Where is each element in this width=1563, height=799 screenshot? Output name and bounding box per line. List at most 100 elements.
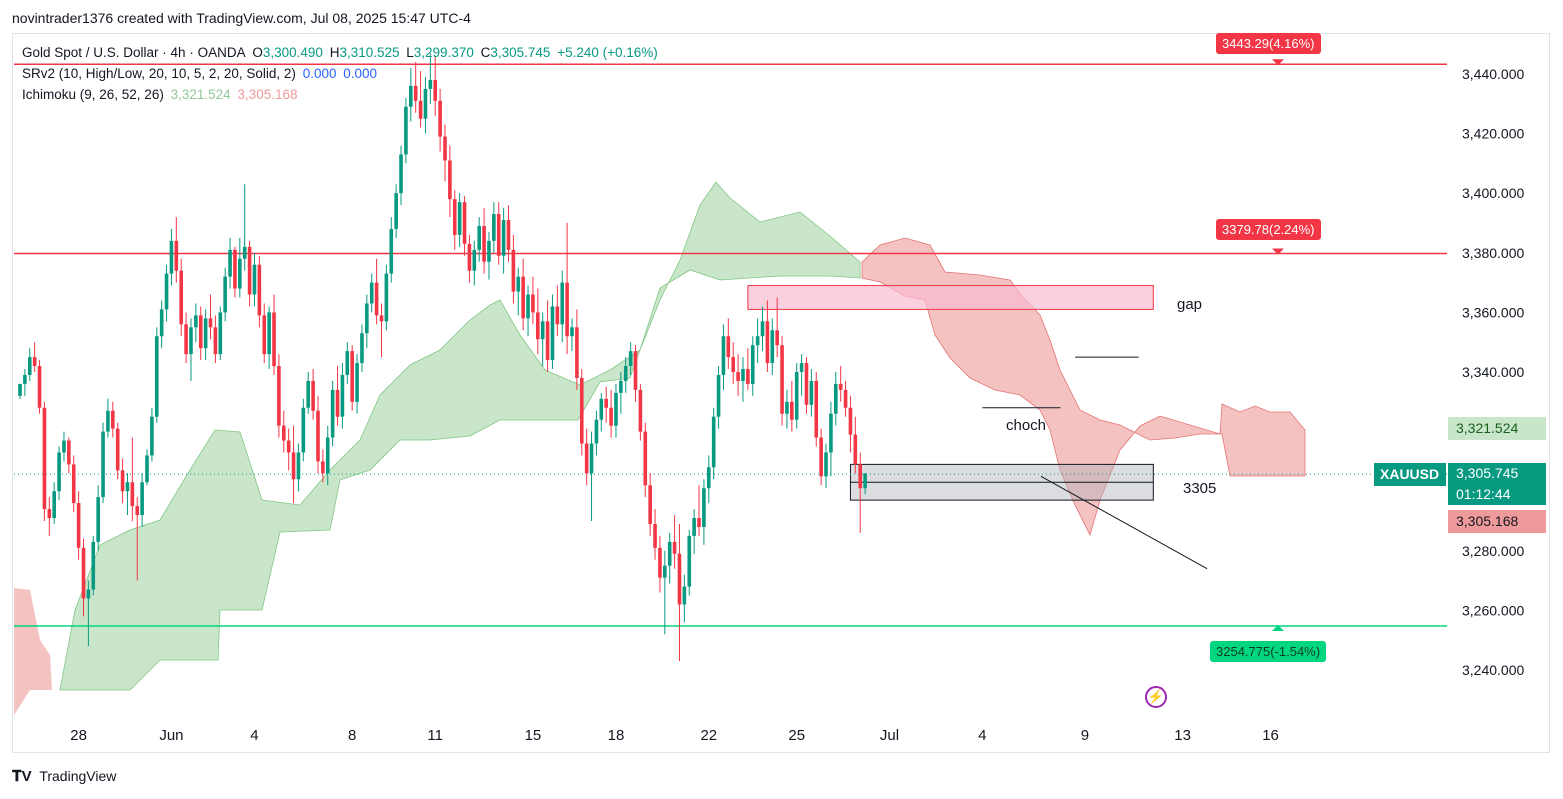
candle-body	[76, 503, 81, 548]
candle-body	[755, 336, 760, 346]
candle-body	[374, 282, 379, 316]
price-axis-label: 3,360.000	[1462, 304, 1524, 320]
candle-body	[619, 380, 623, 393]
candle-body	[658, 547, 662, 578]
lightning-icon[interactable]: ⚡	[1145, 686, 1167, 708]
candle-body	[272, 312, 276, 367]
candle-body	[716, 374, 721, 417]
candle-body	[614, 392, 618, 426]
candle-body	[511, 249, 516, 292]
candle-body	[628, 351, 633, 367]
ichimoku-value-1: 3,321.524	[170, 87, 231, 102]
price-axis-label: 3,440.000	[1462, 66, 1524, 82]
last-price-label: 3,305.745	[1448, 463, 1546, 484]
candle-body	[125, 482, 130, 492]
candle-body	[81, 547, 86, 599]
candle-body	[96, 497, 100, 542]
candle-body	[599, 398, 604, 420]
candle-body	[18, 383, 22, 396]
time-axis-label: 9	[1081, 727, 1089, 744]
price-axis-label: 3,240.000	[1462, 662, 1524, 678]
candle-body	[443, 136, 447, 161]
srv2-legend[interactable]: SRv2 (10, High/Low, 20, 10, 5, 2, 20, So…	[22, 66, 380, 81]
candle-body	[706, 467, 711, 489]
high-value: 3,310.525	[339, 45, 400, 60]
candle-body	[550, 306, 555, 361]
gap-annotation[interactable]: gap	[1177, 296, 1203, 313]
candle-body	[91, 541, 96, 590]
srv2-label: SRv2 (10, High/Low, 20, 10, 5, 2, 20, So…	[22, 66, 296, 81]
candle-body	[321, 461, 325, 474]
choch-annotation[interactable]: choch	[1006, 417, 1047, 434]
drawn-lines	[982, 356, 1208, 570]
candle-body	[164, 273, 169, 310]
candle-body	[711, 416, 716, 468]
candle-body	[335, 389, 340, 417]
candle-body	[496, 214, 501, 256]
candle-body	[57, 452, 61, 492]
zone-annotation[interactable]: 3305	[1183, 480, 1217, 497]
candle-body	[423, 88, 428, 119]
price-axis-label: 3,280.000	[1462, 543, 1524, 559]
time-axis-label: 28	[70, 727, 87, 744]
candle-body	[506, 220, 511, 250]
candle-body	[697, 518, 701, 527]
candle-body	[736, 372, 740, 381]
price-axis-label: 3,340.000	[1462, 364, 1524, 380]
tradingview-footer[interactable]: 𝐓V TradingView	[12, 768, 116, 785]
ichimoku-bear-cloud-left	[14, 588, 52, 715]
ichimoku-bull-cloud	[59, 181, 861, 691]
time-axis-label: 8	[348, 727, 356, 744]
candle-body	[384, 273, 389, 322]
change-value: +5.240 (+0.16%)	[557, 45, 658, 60]
candle-body	[575, 327, 579, 378]
candle-body	[633, 351, 638, 390]
ichimoku-legend[interactable]: Ichimoku (9, 26, 52, 26) 3,321.524 3,305…	[22, 87, 300, 102]
level-badge-low[interactable]: 3254.775(-1.54%)	[1210, 641, 1327, 662]
candle-body	[692, 518, 696, 536]
symbol-name: Gold Spot / U.S. Dollar · 4h · OANDA	[22, 45, 246, 60]
candle-body	[457, 202, 462, 235]
candle-body	[472, 249, 477, 271]
candle-body	[741, 369, 745, 381]
candle-body	[154, 336, 159, 417]
candle-body	[824, 452, 828, 477]
candle-body	[560, 282, 565, 325]
candle-body	[355, 363, 359, 402]
candle-body	[52, 491, 56, 519]
level-badge-top[interactable]: 3443.29(4.16%)	[1216, 33, 1321, 54]
candle-body	[775, 330, 779, 346]
symbol-price-tag: XAUUSD	[1374, 463, 1446, 486]
open-label: O	[252, 45, 263, 60]
candle-body	[487, 240, 491, 262]
time-axis-label: 18	[608, 727, 625, 744]
candle-body	[189, 327, 193, 355]
chart-frame[interactable]	[12, 33, 1550, 753]
candle-body	[746, 369, 750, 384]
candle-body	[570, 327, 574, 337]
time-axis-label: 15	[525, 727, 542, 744]
candle-body	[242, 246, 247, 259]
candle-body	[101, 431, 105, 498]
tradingview-logo-icon: 𝐓V	[12, 768, 32, 785]
candle-body	[853, 434, 858, 465]
candle-body	[687, 535, 692, 587]
candle-body	[833, 383, 838, 414]
candle-body	[790, 401, 794, 420]
candle-body	[516, 276, 521, 292]
candle-body	[663, 565, 667, 578]
level-badge-mid[interactable]: 3379.78(2.24%)	[1216, 219, 1321, 240]
candle-body	[150, 416, 154, 456]
candle-body	[721, 336, 726, 375]
candle-body	[325, 437, 330, 474]
candle-body	[540, 321, 545, 340]
candle-body	[350, 351, 354, 402]
candle-body	[281, 425, 286, 441]
candle-body	[174, 240, 179, 271]
symbol-legend[interactable]: Gold Spot / U.S. Dollar · 4h · OANDA O 3,…	[22, 45, 661, 60]
low-label: L	[406, 45, 414, 60]
bar-countdown-label: 01:12:44	[1448, 484, 1546, 505]
gap-zone	[747, 285, 1154, 310]
cloud-b-price-label: 3,305.168	[1448, 510, 1546, 533]
